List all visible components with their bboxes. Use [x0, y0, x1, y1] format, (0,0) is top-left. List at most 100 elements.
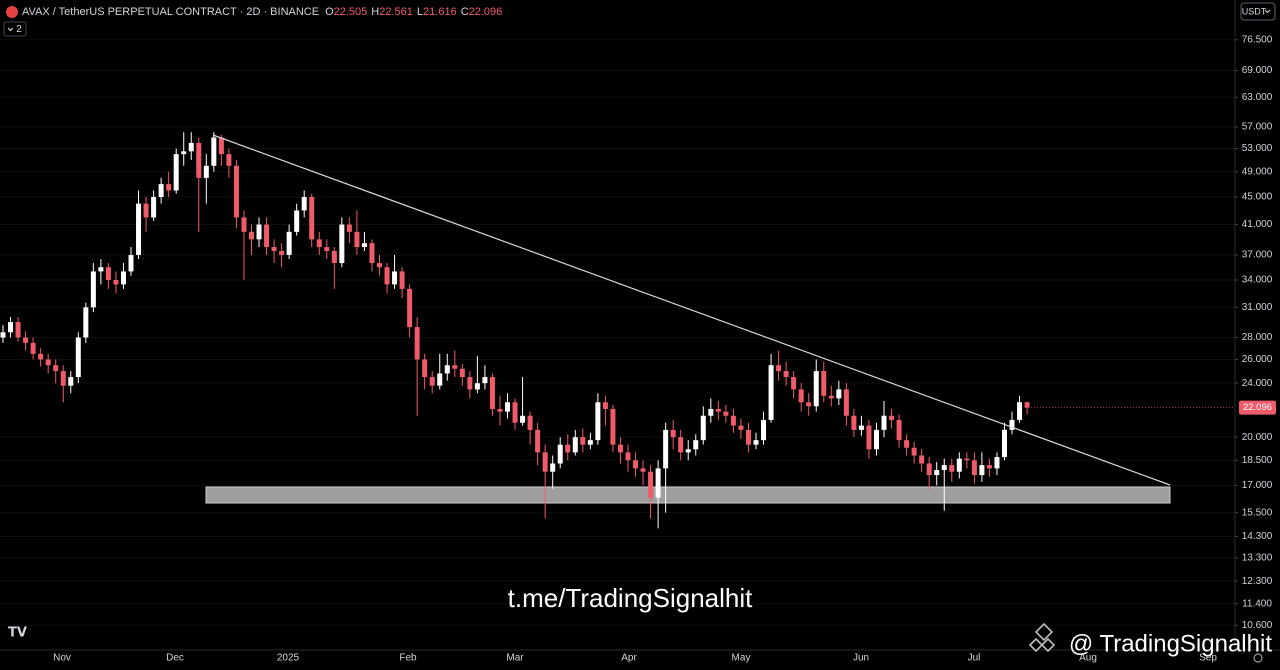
- candle-body: [181, 151, 187, 155]
- candle-body: [858, 425, 864, 430]
- candle-body: [0, 332, 6, 338]
- y-tick-label: 13.300: [1242, 553, 1273, 564]
- support-zone[interactable]: [205, 486, 1171, 504]
- settings-icon[interactable]: [1253, 653, 1263, 663]
- candle-body: [166, 184, 172, 191]
- y-tick-label: 11.400: [1242, 598, 1272, 609]
- y-tick-label: 76.500: [1242, 34, 1273, 45]
- candle-body: [248, 231, 254, 240]
- candle-body: [444, 365, 450, 374]
- candle-body: [911, 447, 917, 456]
- y-tick-label: 24.000: [1242, 378, 1273, 389]
- candle-body: [158, 184, 164, 197]
- indicator-toggle[interactable]: 2: [3, 21, 27, 37]
- candle-body: [38, 353, 44, 360]
- y-tick-label: 69.000: [1242, 65, 1273, 76]
- symbol-icon: [6, 6, 18, 18]
- currency-button[interactable]: USDT: [1240, 2, 1276, 21]
- candle-body: [806, 402, 812, 407]
- candle-body: [670, 429, 676, 438]
- candle-body: [8, 322, 14, 333]
- trendline[interactable]: [212, 134, 1171, 486]
- candle-body: [384, 267, 390, 285]
- y-tick-label: 14.300: [1242, 531, 1273, 542]
- candle-body: [256, 224, 262, 240]
- candle-body: [633, 460, 639, 469]
- candle-body: [294, 210, 300, 232]
- symbol-title: AVAX / TetherUS PERPETUAL CONTRACT · 2D …: [22, 6, 319, 18]
- y-tick-label: 10.600: [1242, 620, 1273, 631]
- candle-body: [994, 457, 1000, 469]
- y-tick-label: 28.000: [1242, 332, 1273, 343]
- candle-body: [301, 196, 307, 211]
- candle-body: [377, 263, 382, 268]
- candle-body: [90, 271, 96, 308]
- indicator-toggle-box[interactable]: [3, 21, 27, 37]
- candle-body: [640, 468, 646, 472]
- candle-body: [429, 377, 435, 386]
- y-tick-label: 63.000: [1242, 92, 1273, 103]
- y-tick-label: 37.000: [1242, 250, 1273, 261]
- candle-body: [791, 377, 797, 390]
- x-tick-label: Nov: [53, 653, 71, 664]
- candle-body: [919, 455, 925, 464]
- handle-logo: [1028, 622, 1056, 653]
- candle-body: [821, 371, 827, 396]
- candle-body: [203, 165, 209, 178]
- y-tick-label: 12.300: [1242, 576, 1273, 587]
- candle-body: [505, 402, 511, 412]
- currency-box[interactable]: [1240, 2, 1276, 21]
- x-tick-label: Aug: [1079, 653, 1097, 664]
- chevron-icon: [7, 27, 14, 32]
- candle-body: [339, 224, 345, 264]
- candle-body: [798, 389, 804, 403]
- candle-body: [753, 440, 759, 445]
- candle-body: [279, 250, 285, 255]
- indicator-count: 2: [16, 24, 22, 35]
- low-value: 21.616: [423, 6, 457, 18]
- candle-body: [889, 415, 895, 420]
- candle-body: [565, 444, 571, 453]
- candle-body: [986, 465, 992, 469]
- ohlc-label: L: [417, 6, 423, 18]
- candle-body: [535, 429, 541, 453]
- tv-logo: 𝗧𝗩: [8, 624, 27, 639]
- candle-body: [971, 460, 977, 476]
- candle-body: [1024, 402, 1030, 408]
- candle-body: [497, 408, 503, 412]
- candle-body: [512, 402, 518, 423]
- candle-body: [286, 231, 292, 255]
- candle-body: [648, 471, 654, 498]
- candle-body: [956, 458, 962, 472]
- candle-body: [851, 415, 857, 430]
- candle-body: [218, 137, 224, 155]
- y-tick-label: 45.000: [1242, 192, 1273, 203]
- candle-body: [617, 444, 623, 453]
- watermark: t.me/TradingSignalhit: [508, 583, 753, 613]
- currency-label: USDT: [1242, 6, 1267, 16]
- candle-body: [83, 307, 89, 338]
- candle-body: [783, 371, 789, 378]
- candle-body: [120, 271, 126, 285]
- open-value: 22.505: [334, 6, 368, 18]
- y-tick-label: 41.000: [1242, 219, 1273, 230]
- x-tick-label: Dec: [166, 653, 184, 664]
- ohlc-label: C: [461, 6, 469, 18]
- candle-body: [98, 267, 104, 272]
- y-tick-label: 53.000: [1242, 143, 1273, 154]
- candle-body: [1009, 419, 1015, 430]
- candle-body: [964, 458, 970, 461]
- ohlc-label: O: [325, 6, 334, 18]
- high-value: 22.561: [379, 6, 413, 18]
- candle-body: [489, 377, 495, 409]
- candle-body: [1001, 429, 1007, 458]
- candle-body: [828, 395, 834, 399]
- candle-body: [904, 440, 910, 448]
- candle-body: [602, 402, 608, 409]
- candle-body: [128, 254, 134, 272]
- legend-header: AVAX / TetherUS PERPETUAL CONTRACT · 2D …: [22, 6, 502, 18]
- price-axis: 10.600 11.400 12.300 13.300 14.300 15.500 17.0…: [1031, 34, 1276, 631]
- candle-body: [738, 425, 744, 430]
- candle-body: [520, 415, 526, 423]
